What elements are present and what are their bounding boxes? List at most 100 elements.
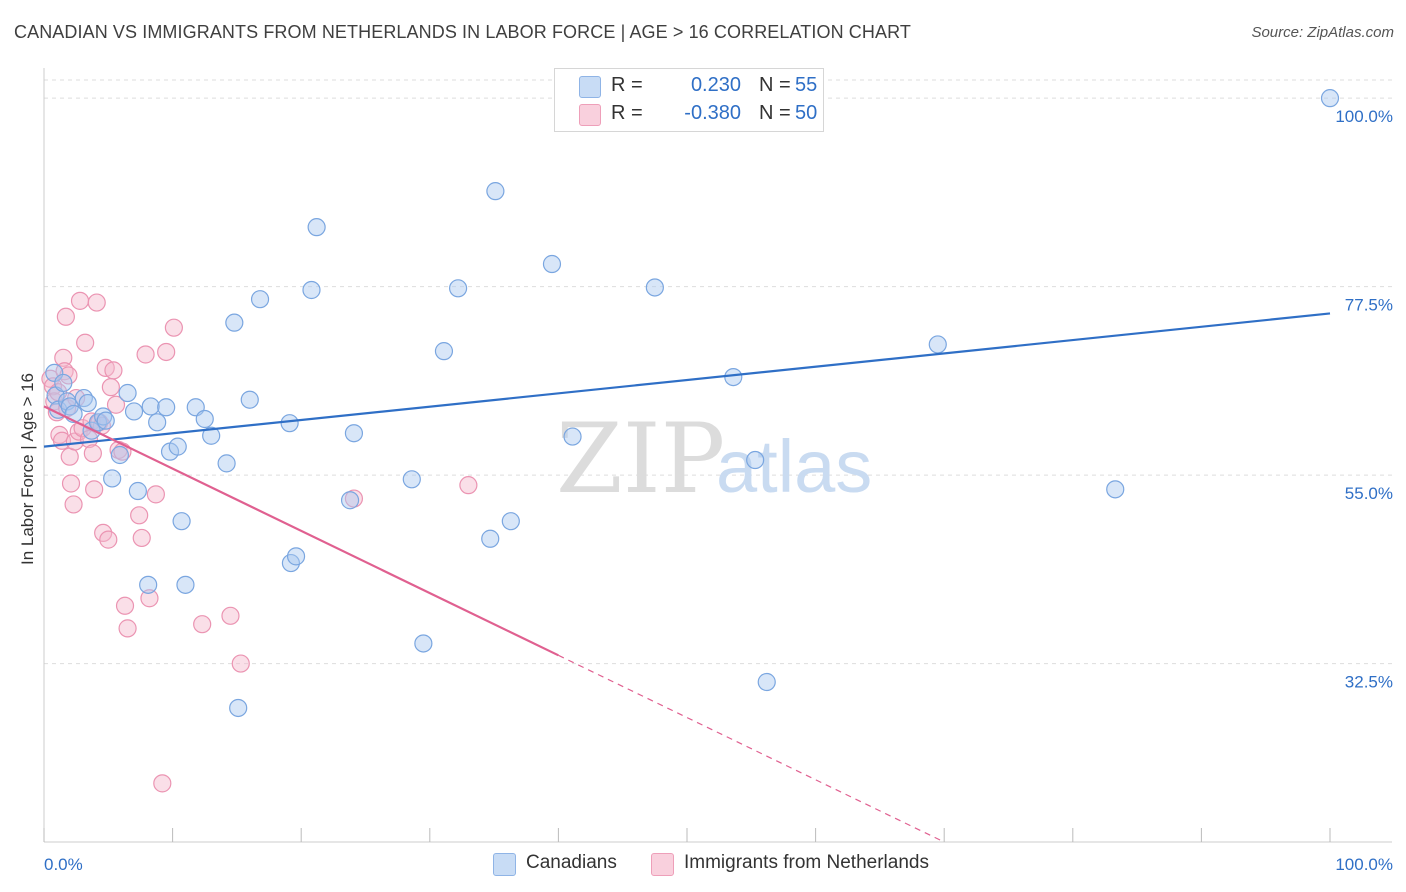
canadians-point [724, 367, 743, 387]
canadians-point [124, 402, 144, 421]
canadians-point [280, 414, 299, 433]
immigrants-point [146, 485, 165, 504]
trend-lines [43, 312, 1331, 843]
canadians-point [148, 413, 167, 432]
legend-r-label: R = [611, 102, 643, 124]
legend-label: Immigrants from Netherlands [684, 852, 929, 873]
canadians-point [757, 672, 776, 692]
canadians-point [250, 290, 270, 309]
legend-r-value: 0.230 [690, 74, 741, 96]
immigrants-point [115, 596, 135, 615]
canadians-point [54, 373, 73, 393]
immigrants-point [459, 476, 478, 495]
legend-swatch-blue [493, 853, 516, 876]
immigrants-point [70, 291, 90, 310]
canadians-point [563, 427, 582, 446]
immigrants-point [56, 307, 75, 326]
watermark-zip: ZIP [556, 403, 725, 515]
canadians-point [172, 512, 191, 531]
legend-r-value: -0.380 [684, 102, 741, 124]
canadians-point [645, 278, 664, 297]
canadians-point [302, 280, 321, 300]
immigrants-point [104, 361, 123, 380]
canadians-point [286, 547, 306, 566]
immigrants-point [83, 444, 102, 463]
series-immigrants-points [41, 291, 478, 793]
canadians-point [307, 218, 326, 237]
immigrants-point [157, 342, 176, 362]
immigrants-point [76, 333, 95, 352]
series-legend: Canadians Immigrants from Netherlands [0, 852, 1406, 878]
immigrants-point [85, 480, 104, 499]
immigrants-point [140, 589, 159, 608]
series-canadians-points [45, 89, 1340, 718]
immigrants-point [164, 318, 183, 337]
legend-n-label: N = [759, 102, 791, 124]
canadians-point [118, 383, 137, 403]
legend-swatch-pink [651, 853, 674, 876]
watermark-atlas: atlas [716, 425, 872, 508]
y-tick-label: 77.5% [1345, 296, 1393, 315]
immigrants-point [54, 348, 73, 367]
immigrants-trend-extension [558, 654, 945, 843]
canadians-point [157, 398, 176, 417]
immigrants-point [132, 528, 151, 548]
canadians-point [481, 529, 500, 548]
legend-label: Canadians [526, 852, 617, 873]
legend-n-label: N = [759, 74, 791, 96]
chart-title: CANADIAN VS IMMIGRANTS FROM NETHERLANDS … [14, 22, 911, 42]
immigrants-point [87, 293, 106, 312]
grid-layer [44, 79, 1392, 665]
canadians-point [217, 454, 236, 473]
canadians-point [225, 313, 244, 332]
immigrants-point [101, 378, 120, 397]
legend-r-label: R = [611, 74, 643, 96]
canadians-point [1320, 89, 1340, 108]
canadians-point [103, 469, 122, 488]
correlation-legend: R = 0.230 N = 55 R = -0.380 N = 50 [554, 68, 824, 132]
immigrants-point [61, 474, 81, 493]
immigrants-point [118, 619, 137, 638]
canadians-point [240, 390, 259, 409]
canadians-trend-line [43, 312, 1331, 448]
immigrants-point [64, 495, 83, 514]
canadians-point [434, 342, 454, 361]
y-axis-label: In Labor Force | Age > 16 [18, 372, 37, 565]
canadians-point [542, 254, 562, 274]
legend-n-value: 55 [795, 74, 818, 96]
canadians-point [344, 424, 364, 443]
canadians-point [486, 182, 505, 201]
canadians-point [340, 491, 360, 510]
canadians-point [139, 575, 158, 594]
canadians-point [229, 698, 248, 718]
canadians-point [45, 363, 64, 383]
axis-layer [43, 68, 1392, 843]
canadians-point [141, 397, 160, 416]
canadians-point [128, 481, 147, 501]
immigrants-point [221, 606, 240, 625]
canadians-point [928, 335, 947, 354]
source-label: Source: ZipAtlas.com [1251, 24, 1394, 41]
immigrants-trend-line [43, 405, 559, 657]
canadians-point [195, 409, 214, 429]
canadians-point [501, 512, 520, 531]
canadians-point [746, 450, 765, 470]
legend-swatch-blue [579, 76, 601, 98]
canadians-point [96, 411, 115, 430]
canadians-point [1106, 480, 1125, 499]
legend-n-value: 50 [795, 102, 818, 124]
immigrants-point [60, 447, 79, 466]
canadians-point [78, 393, 97, 413]
tick-labels: 100.0% 77.5% 55.0% 32.5% 0.0% 100.0% [44, 107, 1393, 874]
immigrants-point [136, 345, 155, 364]
watermark: ZIP atlas [556, 403, 872, 515]
immigrants-point [106, 395, 126, 414]
immigrants-point [153, 774, 172, 793]
canadians-point [448, 279, 468, 298]
x-tick-label: 100.0% [1335, 855, 1393, 874]
canadians-point [402, 470, 421, 489]
legend-swatch-pink [579, 104, 601, 126]
x-tick-label: 0.0% [44, 855, 83, 874]
y-tick-label: 55.0% [1345, 484, 1393, 503]
